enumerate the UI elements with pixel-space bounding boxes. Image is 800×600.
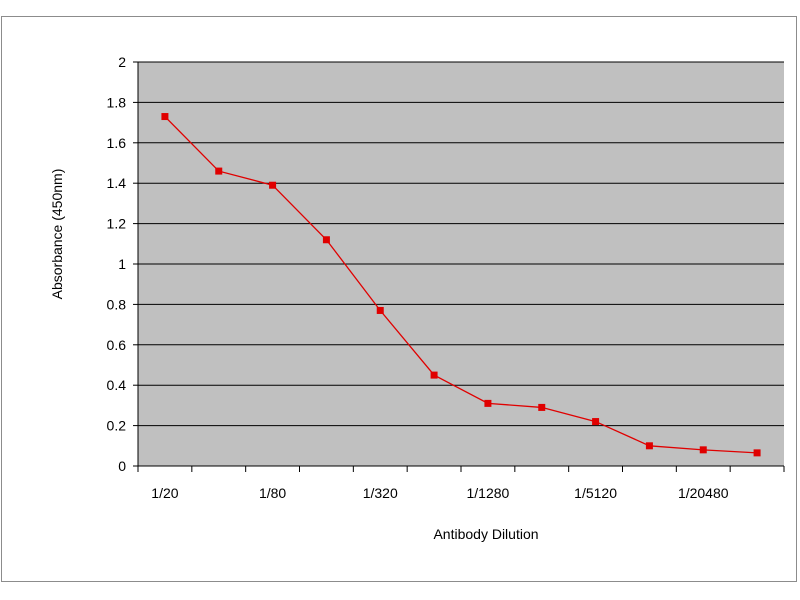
- y-tick-label: 1: [118, 256, 126, 272]
- data-point: [592, 418, 600, 426]
- y-tick-label: 0.6: [107, 337, 127, 353]
- series-layer: [161, 113, 761, 457]
- y-tick-label: 1.2: [107, 216, 127, 232]
- data-point: [376, 306, 384, 314]
- data-point: [161, 113, 169, 121]
- data-point: [699, 446, 707, 454]
- y-tick-label: 1.6: [107, 135, 127, 151]
- x-tick-label: 1/5120: [574, 485, 617, 501]
- x-axis-ticks: 1/20 1/80 1/320 1/1280 1/5120 1/20480: [137, 466, 785, 501]
- x-tick-label: 1/80: [259, 485, 286, 501]
- y-axis-ticks: 0 0.2 0.4 0.6 0.8 1 1.2 1.4 1.6 1.8 2: [107, 54, 138, 474]
- y-tick-label: 1.8: [107, 94, 127, 110]
- x-tick-label: 1/20: [151, 485, 178, 501]
- data-point: [484, 399, 492, 407]
- data-point: [430, 371, 438, 379]
- y-axis-title: Absorbance (450nm): [49, 169, 65, 300]
- data-point: [753, 449, 761, 457]
- data-point: [269, 181, 277, 189]
- data-point: [215, 167, 223, 175]
- x-tick-label: 1/320: [363, 485, 398, 501]
- data-point: [538, 403, 546, 411]
- gridlines: [138, 61, 784, 427]
- series-line: [164, 116, 758, 454]
- y-tick-label: 2: [118, 54, 126, 70]
- y-tick-label: 1.4: [107, 175, 127, 191]
- y-tick-label: 0: [118, 458, 126, 474]
- x-tick-label: 1/1280: [467, 485, 510, 501]
- x-axis-title: Antibody Dilution: [433, 526, 538, 542]
- y-tick-label: 0.2: [107, 418, 127, 434]
- y-tick-label: 0.8: [107, 296, 127, 312]
- data-point: [322, 236, 330, 244]
- data-point: [645, 442, 653, 450]
- y-tick-label: 0.4: [107, 377, 127, 393]
- x-tick-label: 1/20480: [678, 485, 729, 501]
